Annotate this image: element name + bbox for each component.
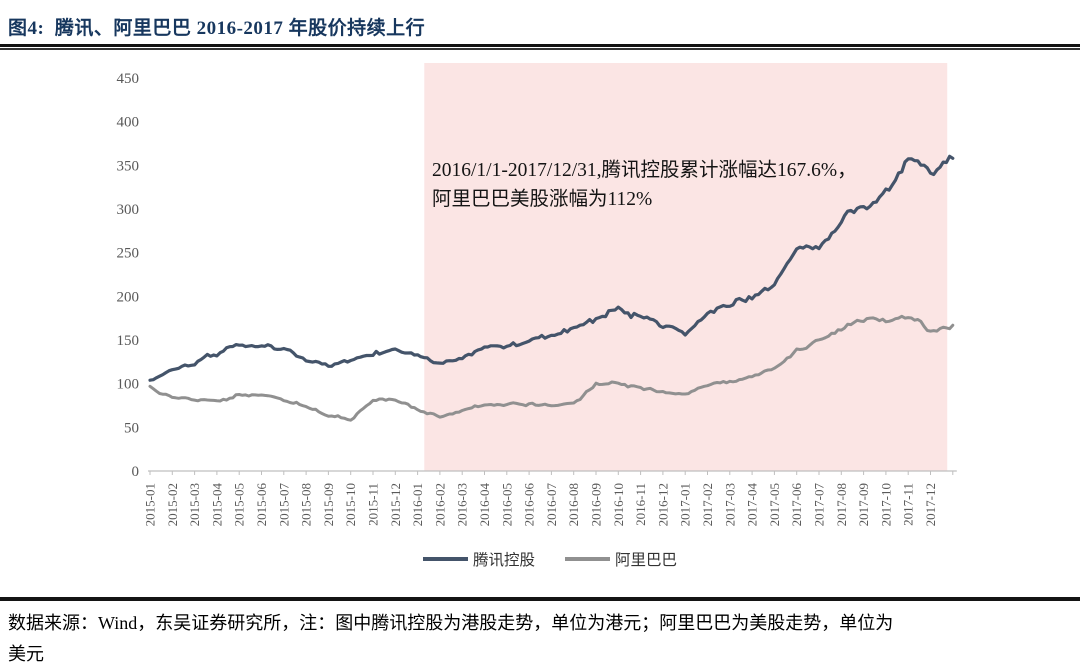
source-note-line-1: 数据来源：Wind，东吴证券研究所，注：图中腾讯控股为港股走势，单位为港元；阿里… <box>8 613 894 633</box>
figure-title: 图4: 腾讯、阿里巴巴 2016-2017 年股价持续上行 <box>8 18 426 39</box>
svg-text:2015-02: 2015-02 <box>165 483 180 526</box>
svg-text:2016-12: 2016-12 <box>655 483 670 526</box>
footer-divider <box>0 597 1080 601</box>
alibaba-line-swatch <box>565 557 610 561</box>
svg-text:450: 450 <box>117 71 140 87</box>
svg-text:2015-07: 2015-07 <box>276 483 291 527</box>
svg-text:250: 250 <box>117 246 140 262</box>
svg-text:0: 0 <box>132 464 140 480</box>
svg-text:300: 300 <box>117 202 140 218</box>
title-divider <box>0 44 1080 50</box>
svg-text:2017-01: 2017-01 <box>678 483 693 526</box>
svg-text:2015-11: 2015-11 <box>366 483 381 526</box>
legend-label-tencent: 腾讯控股 <box>472 552 535 569</box>
svg-text:2017-08: 2017-08 <box>834 483 849 526</box>
svg-text:2017-07: 2017-07 <box>812 483 827 527</box>
annotation-line-2: 阿里巴巴美股涨幅为112% <box>432 189 653 210</box>
svg-text:2015-05: 2015-05 <box>232 483 247 526</box>
svg-text:2016-04: 2016-04 <box>477 483 492 527</box>
svg-text:2015-12: 2015-12 <box>388 483 403 526</box>
svg-text:2015-06: 2015-06 <box>254 483 269 527</box>
svg-text:2015-01: 2015-01 <box>143 483 158 526</box>
svg-text:50: 50 <box>124 420 139 436</box>
svg-text:2017-04: 2017-04 <box>745 483 760 527</box>
svg-text:2017-03: 2017-03 <box>722 483 737 526</box>
legend-item-alibaba: 阿里巴巴 <box>565 548 677 570</box>
svg-text:2017-09: 2017-09 <box>856 483 871 526</box>
legend-item-tencent: 腾讯控股 <box>422 548 535 570</box>
svg-text:150: 150 <box>117 333 140 349</box>
source-note: 数据来源：Wind，东吴证券研究所，注：图中腾讯控股为港股走势，单位为港元；阿里… <box>8 608 1018 670</box>
svg-text:2015-10: 2015-10 <box>343 483 358 526</box>
svg-text:2016-01: 2016-01 <box>410 483 425 526</box>
svg-text:2017-11: 2017-11 <box>901 483 916 526</box>
svg-text:2016-08: 2016-08 <box>566 483 581 526</box>
tencent-line-swatch <box>422 557 468 561</box>
svg-text:2016-11: 2016-11 <box>633 483 648 526</box>
svg-text:2015-09: 2015-09 <box>321 483 336 526</box>
svg-text:2016-09: 2016-09 <box>589 483 604 526</box>
annotation-line-1: 2016/1/1-2017/12/31,腾讯控股累计涨幅达167.6%， <box>432 160 857 181</box>
svg-text:400: 400 <box>117 115 140 131</box>
chart-legend: 腾讯控股 阿里巴巴 <box>140 548 960 570</box>
legend-label-alibaba: 阿里巴巴 <box>615 552 678 569</box>
svg-text:2016-03: 2016-03 <box>455 483 470 526</box>
svg-text:2016-07: 2016-07 <box>544 483 559 527</box>
svg-text:2017-05: 2017-05 <box>767 483 782 526</box>
stock-price-line-chart: 0 50 100 150 200 250 300 350 400 450 2015-01 2015-0… <box>117 63 957 527</box>
svg-text:200: 200 <box>117 289 140 305</box>
svg-text:2015-03: 2015-03 <box>187 483 202 526</box>
svg-text:2015-04: 2015-04 <box>209 483 224 527</box>
svg-text:2015-08: 2015-08 <box>299 483 314 526</box>
svg-text:2016-06: 2016-06 <box>522 483 537 527</box>
chart-annotation: 2016/1/1-2017/12/31,腾讯控股累计涨幅达167.6%， 阿里巴… <box>432 156 952 214</box>
svg-text:100: 100 <box>117 377 140 393</box>
svg-text:2016-02: 2016-02 <box>432 483 447 526</box>
svg-text:350: 350 <box>117 158 140 174</box>
source-note-line-2: 美元 <box>8 644 44 664</box>
svg-text:2016-05: 2016-05 <box>499 483 514 526</box>
svg-text:2017-10: 2017-10 <box>878 483 893 526</box>
svg-text:2017-12: 2017-12 <box>923 483 938 526</box>
svg-text:2017-02: 2017-02 <box>700 483 715 526</box>
svg-text:2016-10: 2016-10 <box>611 483 626 526</box>
svg-text:2017-06: 2017-06 <box>789 483 804 527</box>
